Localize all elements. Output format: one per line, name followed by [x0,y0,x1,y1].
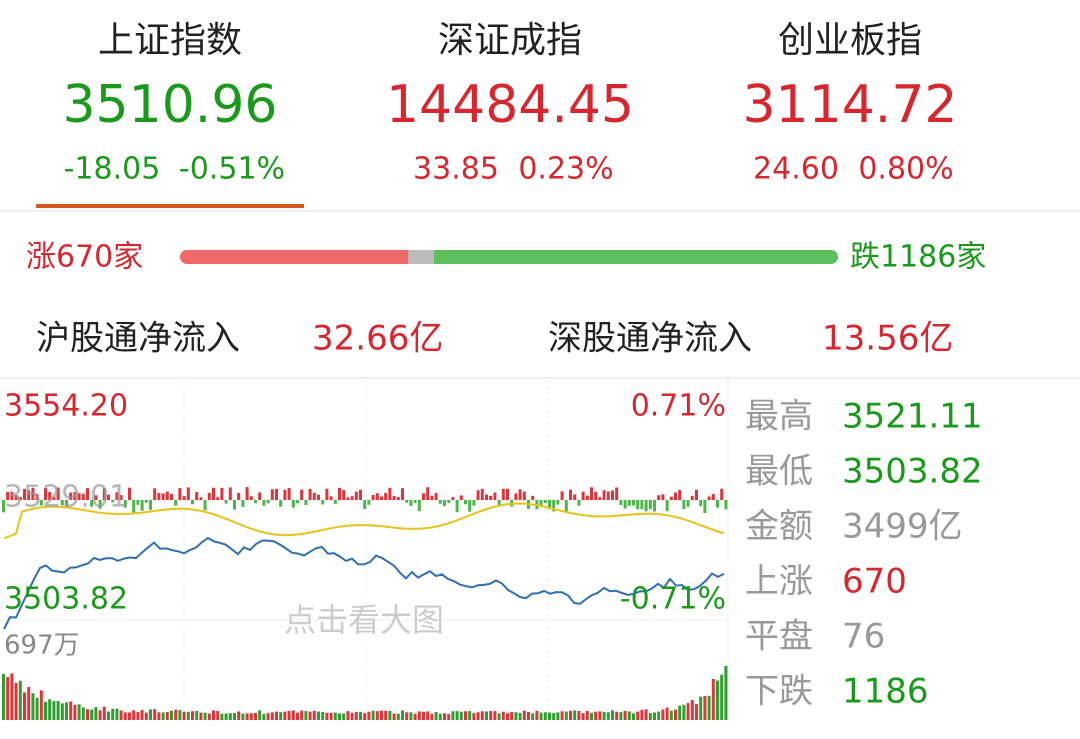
stat-value: 76 [842,617,885,657]
tab-title: 深证成指 [438,20,582,61]
stat-value: 3503.82 [842,452,983,492]
flow-value: 32.66亿 [312,319,443,359]
tab[interactable]: 上证指数 3510.96 -18.05 -0.51% [36,20,304,208]
tab-change: 24.60 [753,152,839,187]
breadth-flat [408,250,435,264]
tab-title: 上证指数 [98,20,242,61]
flow-label: 沪股通净流入 [36,319,240,359]
low-pct: -0.71% [620,582,726,617]
tab-value: 3510.96 [62,75,277,135]
stat-value: 670 [842,562,907,602]
tab-percent: 0.80% [858,152,953,187]
stat-label: 平盘 [745,617,813,657]
up-label: 涨670家 [26,240,143,275]
stat-label: 下跌 [745,672,813,712]
tab-change: 33.85 [413,152,499,187]
flow-value: 13.56亿 [822,319,953,359]
avg-line [3,502,725,540]
tab-underline [36,204,304,208]
breadth-bar [180,250,838,264]
high-pct: 0.71% [631,389,726,424]
tab-percent: 0.23% [518,152,613,187]
stat-value: 3499亿 [842,507,963,547]
high-label: 3554.20 [4,389,128,424]
tab-change: -18.05 [64,152,161,187]
intraday-chart[interactable]: 3554.20 0.71% 3529.01 3503.82 -0.71% 点击看… [0,380,729,720]
flow-bars [2,487,728,720]
down-label: 跌1186家 [850,240,986,275]
stat-value: 3521.11 [842,397,983,437]
stat-value: 1186 [842,672,929,712]
low-label: 3503.82 [4,582,128,617]
chart-hint: 点击看大图 [284,601,444,639]
tab-value: 14484.45 [386,75,634,135]
stat-label: 金额 [745,507,813,547]
tab[interactable]: 创业板指 3114.72 24.60 0.80% [742,20,957,187]
flow-label: 深股通净流入 [548,319,752,359]
tab-percent: -0.51% [179,152,285,187]
tab[interactable]: 深证成指 14484.45 33.85 0.23% [386,20,634,187]
volume-label: 697万 [4,631,80,661]
stat-label: 上涨 [745,562,813,602]
tab-title: 创业板指 [778,20,922,61]
stat-label: 最高 [745,397,813,437]
tab-value: 3114.72 [742,75,957,135]
stat-label: 最低 [745,452,813,492]
price-line [3,536,725,630]
prev-close-label: 3529.01 [4,480,128,515]
